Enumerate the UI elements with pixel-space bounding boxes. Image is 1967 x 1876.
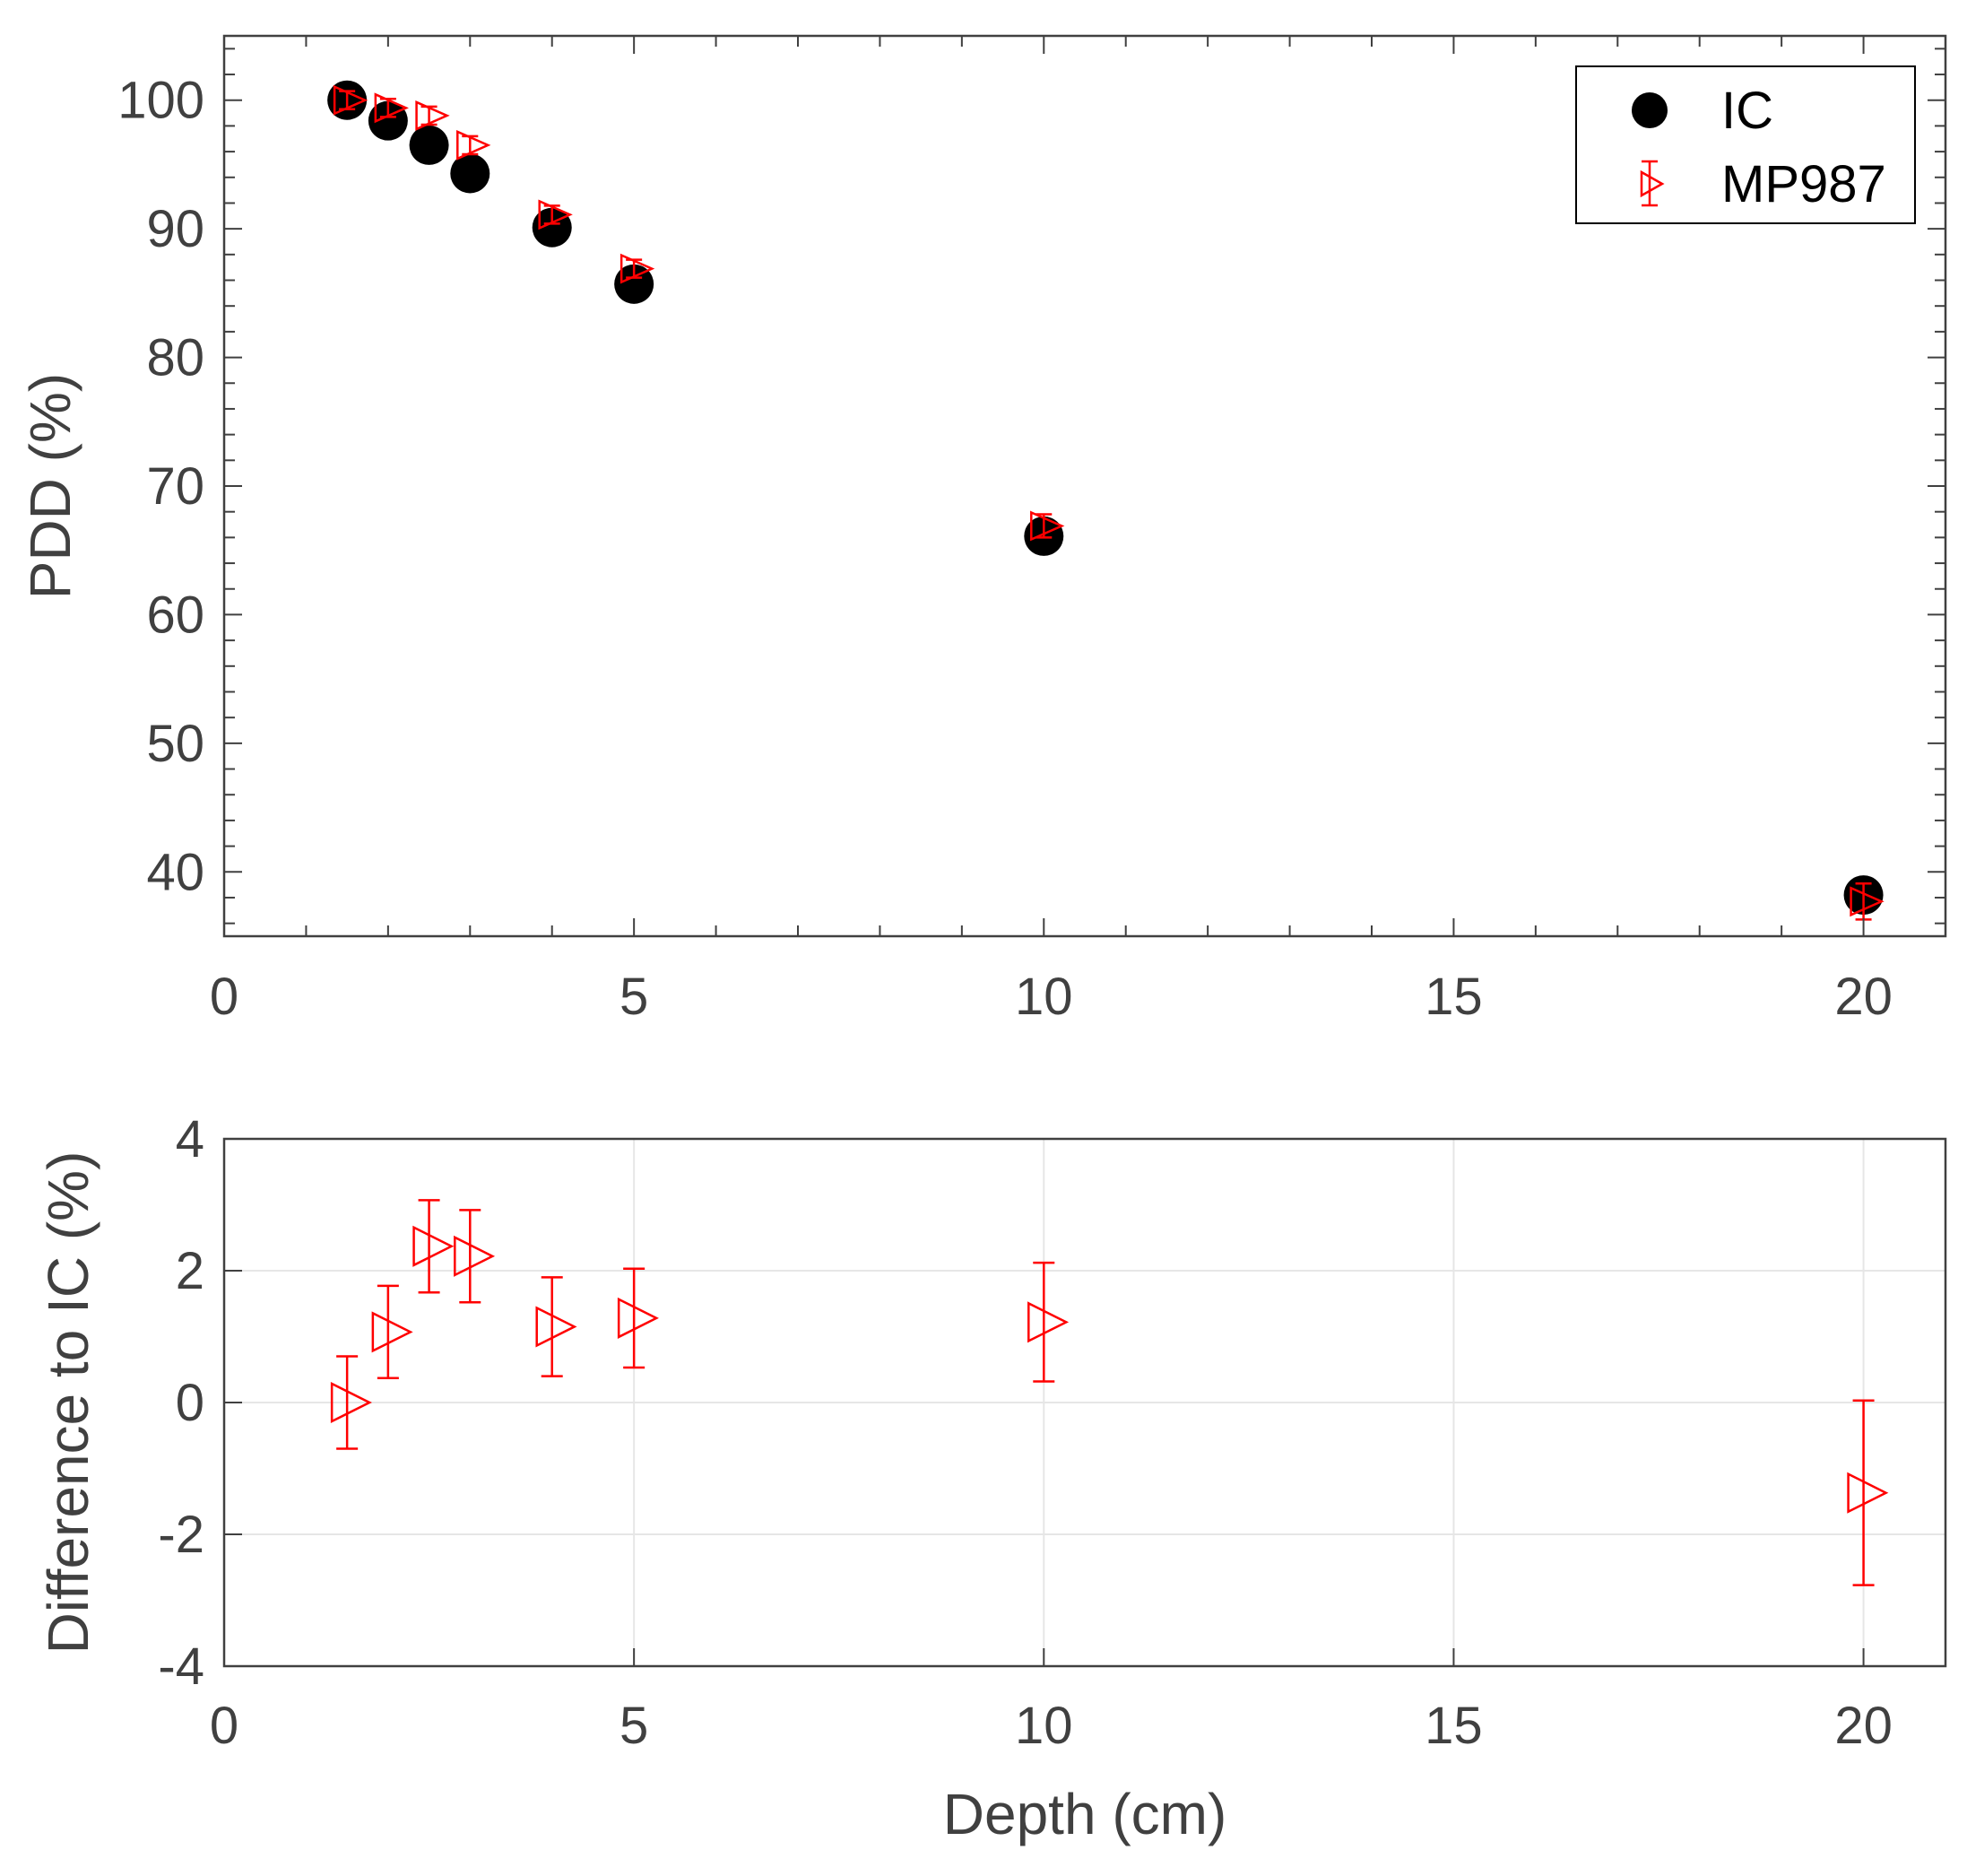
pdd-y-tick-label: 90 [146,200,204,258]
difference-data-point [1027,1301,1070,1343]
pdd-y-tick-label: 80 [146,329,204,387]
mp987-data-point [456,129,491,161]
mp987-data-point [620,253,655,284]
difference-gridlines [223,1138,1945,1667]
pdd-y-tick-label: 60 [146,586,204,644]
pdd-x-tick-label: 15 [1425,968,1483,1026]
difference-data-point [330,1381,372,1424]
legend: IC MP987 [1575,65,1916,224]
legend-box [1575,65,1916,224]
legend-mp987-label: MP987 [1721,155,1886,213]
pdd-y-tick-label: 40 [146,843,204,901]
pdd-ticks [223,36,1946,936]
pdd-panel: 0 5 10 15 20 40 50 60 70 80 90 100 PDD (%) IC MP987 [18,34,1947,1026]
difference-data-point [454,1235,496,1277]
difference-x-tick-label: 15 [1425,1697,1483,1755]
legend-ic-marker [1632,92,1668,128]
difference-x-tick-label: 0 [210,1697,238,1755]
x-axis-label: Depth (cm) [943,1782,1227,1846]
difference-tick-labels: 0 5 10 15 20 -4 -2 0 2 4 [158,1110,1892,1755]
difference-ticks [223,1138,1865,1667]
difference-plot-marks [330,1199,1889,1586]
pdd-y-tick-label: 70 [146,457,204,516]
mp987-data-point [333,84,368,116]
pdd-tick-labels: 0 5 10 15 20 40 50 60 70 80 90 100 [117,72,1893,1026]
difference-data-point [371,1311,413,1353]
pdd-x-tick-label: 5 [620,968,648,1026]
pdd-x-tick-label: 10 [1015,968,1073,1026]
difference-data-point [535,1306,577,1348]
pdd-y-tick-label: 50 [146,715,204,773]
difference-data-point [1847,1472,1889,1514]
difference-y-tick-label: -2 [158,1506,204,1564]
ic-data-point [614,264,654,304]
mp987-data-point [538,199,573,230]
ic-data-point [409,125,449,165]
mp987-data-point [415,100,450,131]
legend-ic-label: IC [1721,82,1773,140]
pdd-y-axis-label: PDD (%) [18,373,82,599]
pdd-y-tick-label: 100 [117,72,204,130]
pdd-plot-marks [327,80,1885,921]
mp987-data-point [374,92,409,124]
difference-x-tick-label: 5 [620,1697,648,1755]
difference-data-point [412,1225,455,1267]
difference-x-tick-label: 20 [1834,1697,1893,1755]
difference-y-axis-label: Difference to IC (%) [36,1151,100,1655]
mp987-data-point [1030,510,1065,542]
difference-y-tick-label: 2 [176,1242,204,1300]
difference-data-point [617,1297,659,1339]
pdd-x-tick-label: 0 [210,968,238,1026]
ic-data-point [450,153,490,194]
legend-mp987-marker [1640,160,1665,207]
difference-y-tick-label: 0 [176,1374,204,1432]
pdd-x-tick-label: 20 [1834,968,1893,1026]
difference-y-tick-label: 4 [176,1110,204,1168]
difference-panel: 0 5 10 15 20 -4 -2 0 2 4 Difference to IC (%) Dep… [36,1110,1947,1846]
mp987-data-point [1850,886,1885,917]
difference-y-tick-label: -4 [158,1637,204,1696]
difference-x-tick-label: 10 [1015,1697,1073,1755]
